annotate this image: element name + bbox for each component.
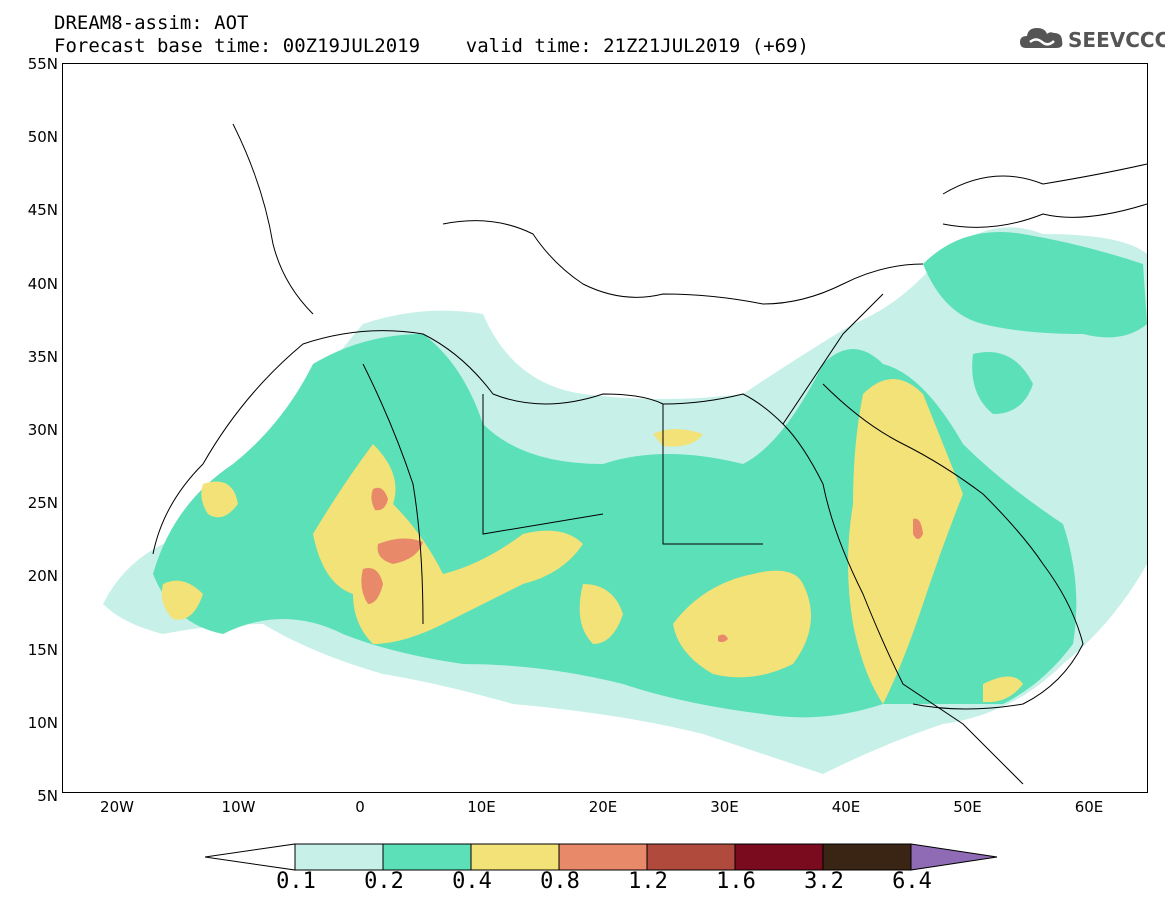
colorbar-label: 1.6 xyxy=(716,869,756,894)
aot-map xyxy=(62,63,1148,793)
colorbar-label: 0.2 xyxy=(364,869,404,894)
x-tick-label: 20W xyxy=(100,798,134,816)
map-canvas xyxy=(103,123,1147,785)
y-tick-label: 5N xyxy=(37,787,58,805)
y-tick-label: 45N xyxy=(27,201,58,220)
x-tick-label: 50E xyxy=(953,798,982,816)
map-title: DREAM8-assim: AOT xyxy=(54,12,249,34)
logo-text: SEEVCCC xyxy=(1068,28,1165,52)
y-tick-label: 30N xyxy=(27,421,58,439)
y-tick-label: 40N xyxy=(27,274,58,293)
x-tick-label: 0 xyxy=(355,798,365,816)
y-tick-label: 50N xyxy=(27,128,58,147)
aot-layer-0-8 xyxy=(361,487,923,643)
y-tick-label: 10N xyxy=(27,713,58,732)
colorbar-graphic xyxy=(204,843,998,871)
x-tick-label: 30E xyxy=(710,798,739,816)
x-tick-label: 10E xyxy=(467,798,496,816)
y-tick-label: 35N xyxy=(27,347,58,366)
x-tick-label: 10W xyxy=(221,798,256,816)
coastlines xyxy=(152,123,1147,785)
y-tick-label: 20N xyxy=(27,567,58,586)
x-tick-label: 20E xyxy=(588,798,618,816)
y-tick-label: 15N xyxy=(27,640,58,659)
colorbar-label: 0.4 xyxy=(452,869,492,894)
colorbar-label: 0.8 xyxy=(540,869,580,894)
y-tick-label: 55N xyxy=(27,55,58,73)
cloud-icon xyxy=(1020,28,1063,48)
x-tick-label: 40E xyxy=(831,798,861,816)
seevccc-logo: SEEVCCC xyxy=(1018,24,1165,54)
y-tick-label: 25N xyxy=(27,494,58,513)
colorbar-label: 0.1 xyxy=(276,869,316,894)
x-tick-label: 60E xyxy=(1074,798,1104,816)
forecast-time: Forecast base time: 00Z19JUL2019 valid t… xyxy=(54,35,809,57)
colorbar-label: 1.2 xyxy=(628,869,668,894)
colorbar-label: 6.4 xyxy=(892,869,932,894)
colorbar xyxy=(204,842,1000,872)
colorbar-label: 3.2 xyxy=(804,869,844,894)
